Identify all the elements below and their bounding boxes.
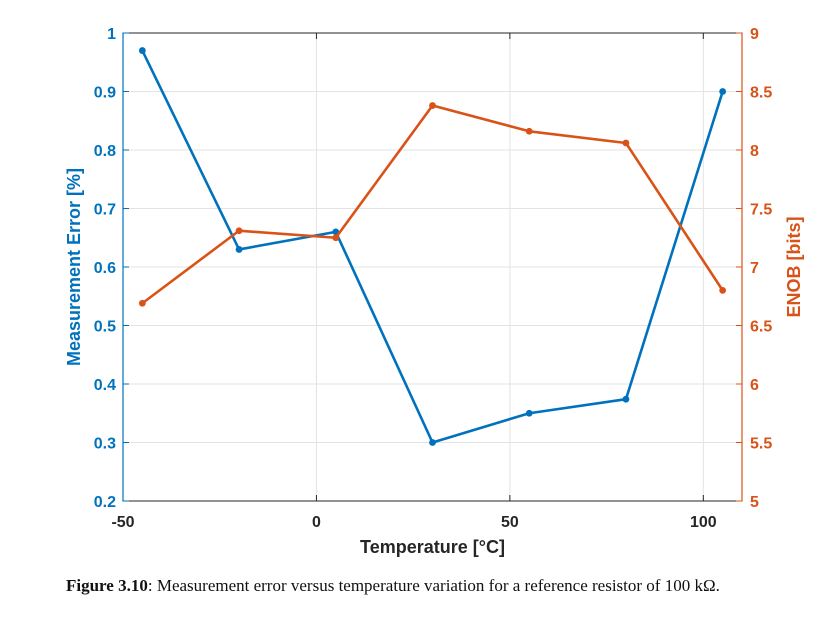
y-right-tick-label: 5.5 — [750, 436, 772, 453]
axis-ticks: -50 0 50 100 0.2 0.3 0.4 0.5 0.6 0.7 0.8 0.9 1 5 5.5 6 6… — [94, 26, 773, 531]
y-right-tick-label: 6.5 — [750, 319, 772, 336]
y-left-tick-label: 0.6 — [94, 260, 116, 277]
data-point-left — [525, 409, 533, 417]
data-point-left — [429, 439, 436, 446]
data-point-right — [525, 127, 533, 135]
y-left-tick-label: 0.9 — [94, 85, 116, 102]
data-point-right — [138, 299, 146, 307]
y-left-tick-label: 0.2 — [94, 494, 116, 511]
y-left-tick-label: 1 — [107, 26, 116, 43]
x-tick-label: -50 — [111, 514, 134, 531]
y-left-tick-label: 0.4 — [94, 377, 116, 394]
data-point-left — [138, 47, 146, 54]
y-right-tick-label: 8 — [750, 143, 759, 160]
data-point-right — [622, 139, 630, 147]
y-right-tick-label: 5 — [750, 494, 759, 511]
data-point-right — [332, 234, 340, 242]
figure-caption-text: : Measurement error versus temperature v… — [147, 576, 720, 595]
data-point-left — [719, 88, 727, 95]
data-point-left — [622, 395, 630, 403]
y-right-tick-label: 7.5 — [750, 202, 772, 219]
y-left-tick-label: 0.3 — [94, 436, 116, 453]
x-tick-label: 0 — [312, 514, 321, 531]
x-tick-label: 50 — [501, 514, 519, 531]
y-left-tick-label: 0.7 — [94, 202, 116, 219]
y-right-tick-label: 6 — [750, 377, 759, 394]
series-line-right — [141, 104, 724, 305]
x-tick-label: 100 — [690, 514, 717, 531]
figure-caption-label: Figure 3.10 — [66, 576, 148, 595]
data-point-right — [429, 102, 436, 109]
figure-caption: Figure 3.10: Measurement error versus te… — [66, 575, 816, 597]
series-layer — [138, 47, 727, 446]
y-right-tick-label: 8.5 — [750, 85, 772, 102]
y-axis-left-label: Measurement Error [%] — [64, 168, 84, 366]
y-right-tick-label: 9 — [750, 26, 759, 43]
data-point-left — [235, 246, 243, 253]
y-axis-right-label: ENOB [bits] — [784, 217, 804, 318]
y-right-tick-label: 7 — [750, 260, 759, 277]
dual-axis-line-chart: -50 0 50 100 0.2 0.3 0.4 0.5 0.6 0.7 0.8 0.9 1 5 5.5 6 6… — [64, 26, 804, 557]
x-axis-label: Temperature [°C] — [360, 537, 505, 557]
y-left-tick-label: 0.8 — [94, 143, 116, 160]
data-point-right — [719, 287, 727, 294]
data-point-right — [235, 227, 243, 235]
y-left-tick-label: 0.5 — [94, 319, 116, 336]
